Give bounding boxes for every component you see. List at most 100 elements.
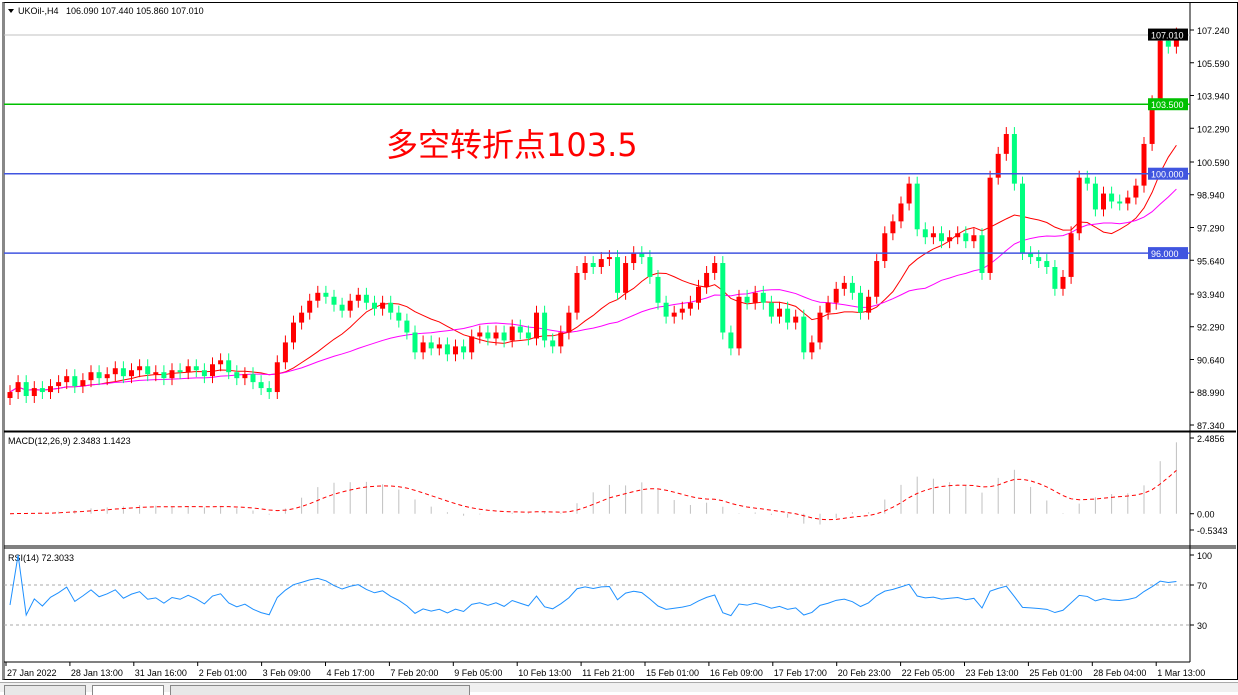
candle-body: [80, 380, 86, 387]
candle-body: [736, 296, 742, 349]
time-label: 28 Jan 13:00: [71, 668, 123, 678]
candle-body: [412, 332, 418, 353]
candle-body: [201, 370, 207, 377]
candle-body: [615, 257, 620, 293]
price-tick-label: 92.290: [1197, 323, 1225, 333]
rsi-tick-label: 100: [1197, 551, 1212, 561]
price-tick-label: 103.940: [1197, 92, 1230, 102]
candle-body: [1173, 34, 1179, 47]
candle-body: [436, 344, 442, 349]
candle-body: [1060, 276, 1066, 289]
candle-body: [947, 237, 953, 242]
candle-body: [590, 263, 596, 267]
candle-body: [1165, 40, 1171, 47]
candle-body: [809, 342, 815, 353]
annotation-text: 多空转折点103.5: [386, 126, 638, 164]
candle-body: [39, 388, 45, 393]
time-label: 20 Feb 23:00: [838, 668, 891, 678]
price-tick-label: 100.590: [1197, 158, 1230, 168]
time-label: 4 Feb 17:00: [327, 668, 375, 678]
chart-tab[interactable]: [170, 685, 470, 695]
candle-body: [129, 370, 134, 377]
price-tick-label: 98.940: [1197, 191, 1225, 201]
candle-body: [987, 177, 993, 273]
candle-body: [234, 372, 240, 379]
candle-body: [542, 312, 548, 341]
level-label-bg: [1148, 167, 1188, 180]
chart-tab-active[interactable]: [92, 685, 164, 695]
candle-body: [1157, 40, 1163, 103]
candle-body: [331, 296, 337, 305]
time-label: 11 Feb 21:00: [582, 668, 634, 678]
candle-body: [509, 326, 515, 341]
candle-body: [104, 374, 110, 379]
candle-body: [282, 342, 288, 363]
candle-body: [501, 332, 507, 341]
candle-body: [210, 364, 215, 377]
candle-body: [120, 368, 126, 377]
current-price-bg: [1148, 28, 1188, 41]
price-tick-label: 90.640: [1197, 355, 1225, 365]
candle-body: [825, 302, 831, 313]
candle-body: [404, 320, 410, 333]
candle-body: [355, 294, 361, 301]
time-label: 9 Feb 05:00: [454, 668, 502, 678]
candle-body: [890, 221, 896, 234]
candle-body: [550, 340, 556, 347]
candle-body: [1084, 177, 1090, 184]
candle-body: [971, 235, 977, 242]
candle-body: [517, 326, 523, 333]
candle-body: [728, 332, 734, 349]
candle-body: [380, 302, 386, 309]
chart-tab[interactable]: [4, 685, 86, 695]
candle-body: [558, 332, 564, 347]
candle-body: [1101, 193, 1106, 210]
candle-body: [242, 374, 248, 379]
candle-body: [623, 263, 629, 293]
time-label: 28 Feb 04:00: [1093, 668, 1146, 678]
candle-body: [485, 332, 491, 339]
level-label-bg: [1148, 247, 1188, 260]
candle-body: [1011, 134, 1017, 184]
candle-body: [1141, 143, 1147, 186]
time-label: 27 Jan 2022: [7, 668, 57, 678]
price-tick-label: 87.340: [1197, 421, 1225, 431]
candle-body: [461, 346, 467, 353]
macd-tick-label: -0.5343: [1197, 526, 1228, 536]
time-label: 10 Feb 13:00: [518, 668, 571, 678]
time-label: 23 Feb 13:00: [966, 668, 1019, 678]
time-label: 15 Feb 01:00: [646, 668, 699, 678]
candle-body: [453, 346, 458, 355]
price-tick-label: 88.990: [1197, 388, 1225, 398]
rsi-tick-label: 70: [1197, 581, 1207, 591]
candle-body: [177, 370, 183, 373]
candle-body: [866, 296, 872, 313]
rsi-tick-label: 30: [1197, 621, 1207, 631]
price-tick-label: 97.290: [1197, 224, 1225, 234]
candle-body: [169, 370, 175, 379]
candle-body: [914, 183, 920, 230]
level-label: 96.000: [1151, 249, 1179, 259]
candle-body: [574, 272, 580, 313]
ma-slow-line: [9, 188, 1177, 393]
candle-body: [64, 376, 70, 383]
candle-body: [315, 292, 321, 301]
candle-body: [963, 233, 969, 242]
candle-body: [23, 382, 29, 397]
candle-body: [112, 368, 118, 375]
candle-body: [153, 372, 159, 375]
candle-body: [939, 233, 944, 242]
candle-body: [339, 304, 345, 311]
candle-body: [15, 382, 21, 393]
candle-body: [388, 302, 394, 313]
level-label: 100.000: [1151, 170, 1184, 180]
macd-tick-label: 0.00: [1197, 510, 1215, 520]
candle-body: [995, 153, 1001, 178]
candle-body: [96, 372, 102, 379]
candle-body: [566, 312, 572, 333]
candle-body: [833, 288, 839, 303]
candle-body: [841, 282, 847, 289]
candle-body: [1052, 267, 1058, 289]
rsi-label: RSI(14) 72.3033: [8, 553, 74, 563]
